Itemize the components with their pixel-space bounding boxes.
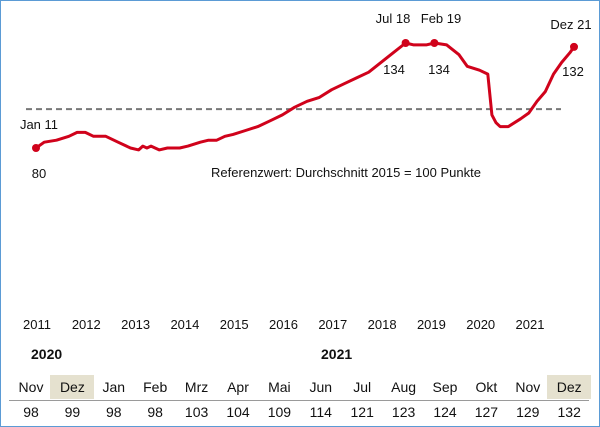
month-value: 123 xyxy=(391,404,416,420)
month-column: Sep 124 xyxy=(423,373,467,427)
month-value: 132 xyxy=(557,404,581,420)
data-point-marker xyxy=(430,39,439,47)
month-label: Dez xyxy=(50,375,95,399)
month-column: Jan 98 xyxy=(92,373,136,427)
x-tick-label: 2011 xyxy=(23,317,51,332)
month-value: 103 xyxy=(184,404,209,420)
x-tick-label: 2014 xyxy=(170,317,199,332)
month-label: Jul xyxy=(353,379,372,395)
month-label: Apr xyxy=(227,379,249,395)
x-tick-label: 2020 xyxy=(466,317,495,332)
month-column: Mai 109 xyxy=(257,373,301,427)
month-label: Aug xyxy=(391,379,417,395)
month-column: Okt 127 xyxy=(464,373,508,427)
month-label: Mrz xyxy=(184,379,209,395)
month-value: 98 xyxy=(147,404,163,420)
month-value: 99 xyxy=(64,404,81,420)
data-point-marker xyxy=(570,42,578,51)
annotation-label-date: Jul 18 xyxy=(376,11,411,26)
month-column: Nov 129 xyxy=(506,373,550,427)
month-column: Feb 98 xyxy=(133,373,177,427)
month-value: 127 xyxy=(474,404,499,420)
month-label: Nov xyxy=(515,379,541,395)
x-tick-label: 2016 xyxy=(269,317,298,332)
x-tick-label: 2019 xyxy=(417,317,446,332)
month-column: Apr 104 xyxy=(216,373,260,427)
x-tick-label: 2017 xyxy=(318,317,347,332)
month-value: 129 xyxy=(516,404,540,420)
x-tick-label: 2021 xyxy=(516,317,545,332)
month-value: 109 xyxy=(267,404,292,420)
annotation-label-date: Feb 19 xyxy=(421,11,461,26)
month-column: Jul 121 xyxy=(340,373,384,427)
month-label: Mai xyxy=(268,379,291,395)
month-value: 121 xyxy=(350,404,374,420)
x-tick-label: 2012 xyxy=(72,317,101,332)
annotation-label-value: 134 xyxy=(383,62,405,77)
table-divider xyxy=(9,400,589,401)
month-column: Mrz 103 xyxy=(175,373,219,427)
month-value: 98 xyxy=(23,404,39,420)
year-heading-2021: 2021 xyxy=(321,346,353,362)
month-column: Aug 123 xyxy=(382,373,426,427)
month-label: Nov xyxy=(18,379,44,395)
x-tick-label: 2013 xyxy=(121,317,150,332)
month-column: Nov 98 xyxy=(9,373,53,427)
month-column: Dez 99 xyxy=(50,373,95,427)
month-column: Dez 132 xyxy=(547,373,592,427)
month-label: Dez xyxy=(547,375,592,399)
series-line-0 xyxy=(35,41,576,152)
month-label: Okt xyxy=(475,379,498,395)
x-tick-label: 2015 xyxy=(220,317,249,332)
month-label: Sep xyxy=(432,379,458,395)
annotation-label-date: Jan 11 xyxy=(20,117,58,132)
line-chart: Jan 11 80 Jul 18 134 Feb 19 134 Dez 21 132 2011… xyxy=(20,11,592,332)
annotation-label-value: 80 xyxy=(32,166,46,181)
annotation-label-date: Dez 21 xyxy=(550,17,591,32)
monthly-values-table: Nov 98 Dez 99 Jan 98 Feb 98 Mrz 103 Apr 104 Mai 109 Ju… xyxy=(9,373,592,427)
month-label: Jun xyxy=(309,379,333,395)
annotation-label-value: 134 xyxy=(428,62,450,77)
month-column: Jun 114 xyxy=(299,373,343,427)
annotation-label-value: 132 xyxy=(562,64,584,79)
data-point-marker xyxy=(32,144,40,152)
x-tick-label: 2018 xyxy=(368,317,397,332)
year-heading-2020: 2020 xyxy=(31,346,63,362)
data-point-marker xyxy=(401,39,410,47)
month-value: 124 xyxy=(433,404,457,420)
month-value: 98 xyxy=(106,404,122,420)
reference-note: Referenzwert: Durchschnitt 2015 = 100 Pu… xyxy=(211,165,481,180)
month-value: 114 xyxy=(309,404,332,420)
month-label: Jan xyxy=(102,379,126,395)
month-value: 104 xyxy=(226,404,250,420)
month-label: Feb xyxy=(143,379,168,395)
